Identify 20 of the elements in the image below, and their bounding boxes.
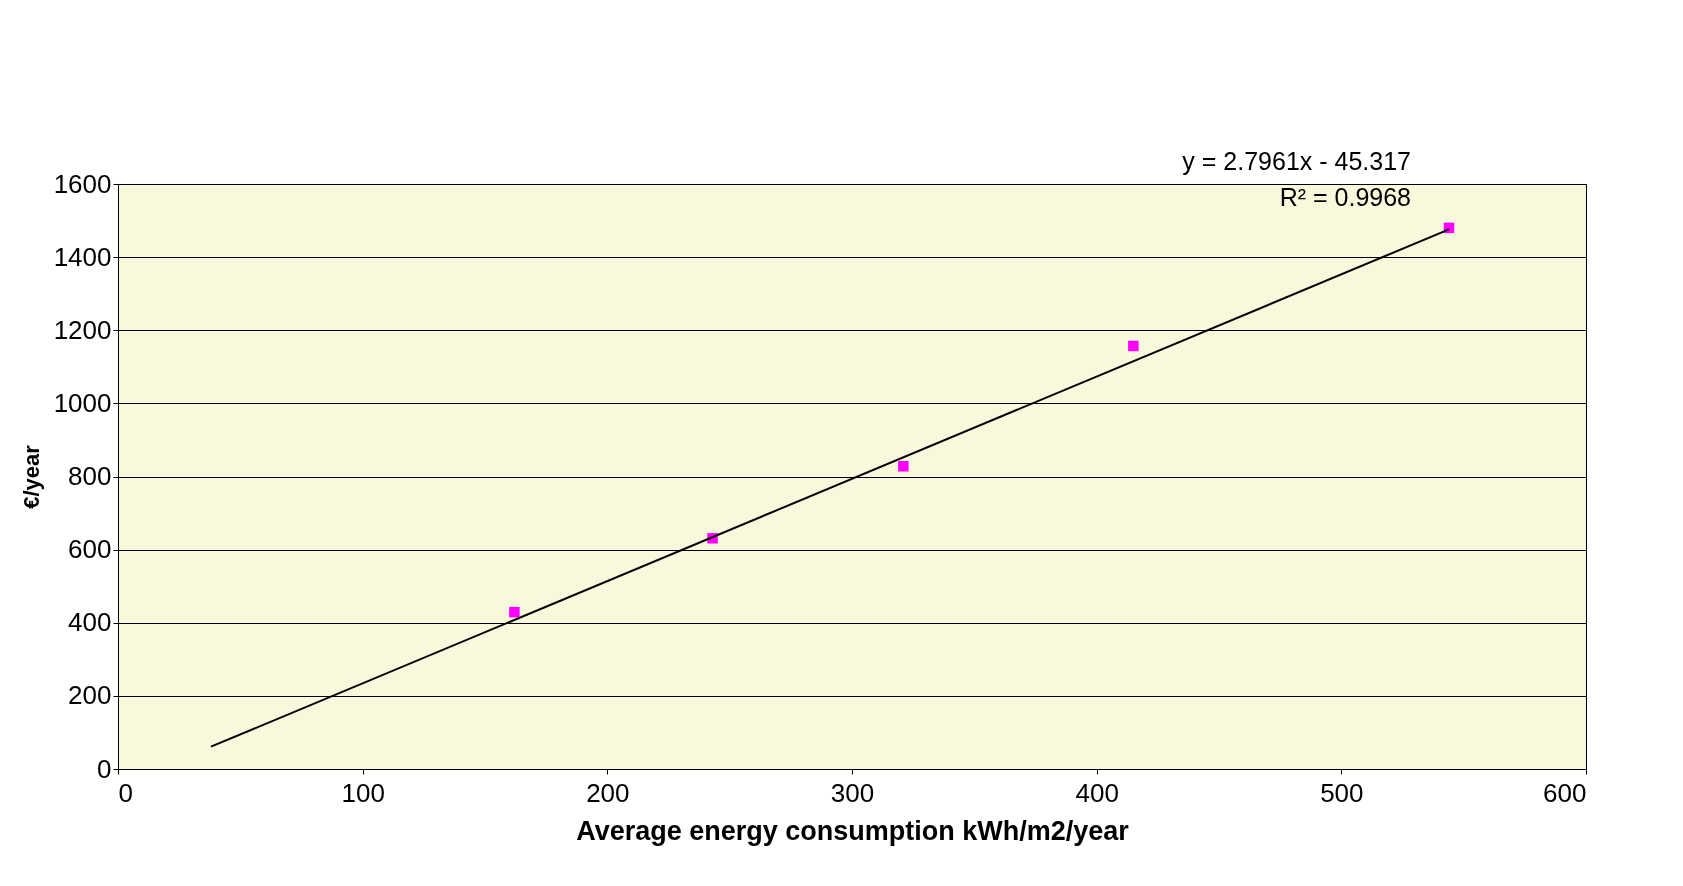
y-tick-label: 1600 bbox=[53, 168, 112, 199]
y-tick-label: 1000 bbox=[53, 387, 112, 418]
y-tick-label: 800 bbox=[68, 461, 112, 491]
x-tick-label: 100 bbox=[341, 777, 385, 808]
x-tick-label: 600 bbox=[1543, 777, 1587, 808]
text: y = 2.7961x - 45.317 bbox=[1182, 147, 1411, 175]
x-axis-title: Average energy consumption kWh/m2/year bbox=[576, 815, 1130, 846]
x-tick-label: 0 bbox=[118, 777, 133, 808]
x-tick-label: 400 bbox=[1075, 777, 1119, 808]
y-tick-label: 1400 bbox=[53, 241, 112, 272]
y-axis-title: €/year bbox=[18, 444, 44, 509]
annotation: R² = 0.9968 bbox=[1279, 183, 1411, 211]
y-tick-label: 600 bbox=[68, 534, 112, 565]
y-tick-label: 0 bbox=[97, 753, 112, 784]
x-tick-label: 300 bbox=[830, 777, 875, 808]
x-tick-label: 200 bbox=[586, 777, 630, 808]
y-tick-label: 1200 bbox=[53, 314, 112, 345]
y-tick-label: 400 bbox=[68, 607, 112, 638]
x-tick-label: 500 bbox=[1320, 777, 1364, 808]
y-tick-label: 200 bbox=[68, 680, 112, 711]
